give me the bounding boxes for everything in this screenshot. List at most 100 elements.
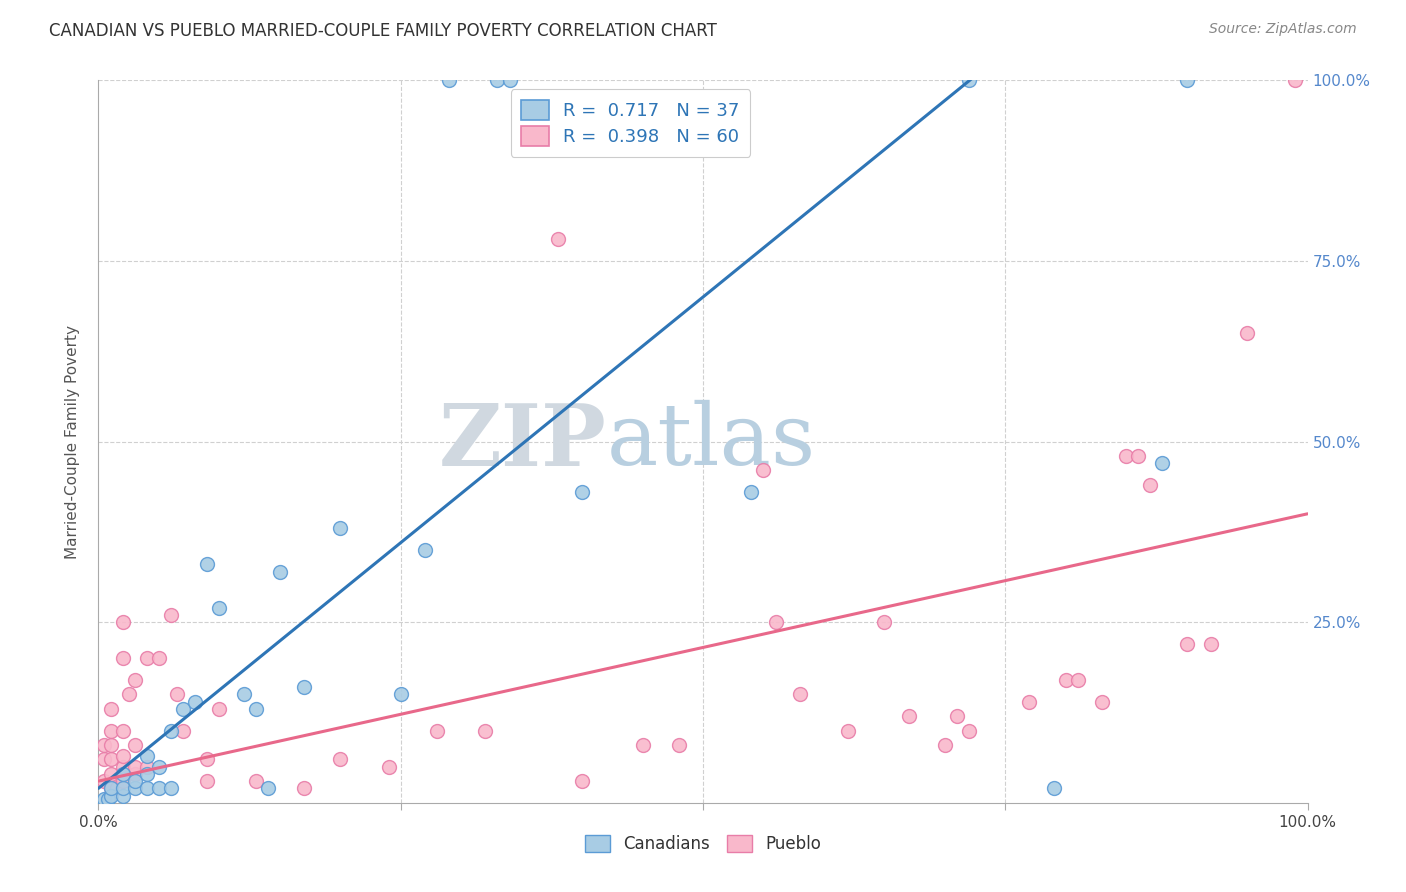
Point: [160, 607, 183, 622]
Point: [957, 723, 980, 738]
Text: Source: ZipAtlas.com: Source: ZipAtlas.com: [1209, 22, 1357, 37]
Point: [111, 789, 134, 803]
Point: [100, 781, 122, 796]
Point: [668, 738, 690, 752]
Point: [474, 723, 496, 738]
Point: [571, 774, 593, 789]
Point: [148, 651, 170, 665]
Point: [172, 723, 194, 738]
Point: [208, 600, 231, 615]
Point: [765, 615, 787, 630]
Point: [1115, 449, 1137, 463]
Point: [486, 73, 509, 87]
Point: [135, 760, 157, 774]
Point: [100, 723, 122, 738]
Point: [571, 485, 593, 500]
Point: [93, 738, 115, 752]
Point: [1284, 73, 1306, 87]
Point: [111, 651, 134, 665]
Point: [118, 687, 141, 701]
Point: [160, 723, 183, 738]
Point: [105, 781, 128, 796]
Point: [166, 687, 188, 701]
Point: [135, 651, 157, 665]
Point: [329, 752, 352, 766]
Point: [873, 615, 896, 630]
Point: [195, 558, 218, 572]
Point: [1152, 456, 1174, 470]
Point: [100, 781, 122, 796]
Point: [93, 774, 115, 789]
Point: [135, 748, 157, 763]
Point: [124, 767, 146, 781]
Point: [124, 738, 146, 752]
Point: [377, 760, 399, 774]
Point: [1067, 673, 1090, 687]
Point: [946, 709, 969, 723]
Point: [256, 781, 278, 796]
Point: [547, 232, 569, 246]
Point: [1175, 637, 1198, 651]
Point: [1128, 449, 1150, 463]
Point: [135, 781, 157, 796]
Point: [93, 792, 115, 806]
Point: [148, 781, 170, 796]
Point: [100, 767, 122, 781]
Point: [100, 738, 122, 752]
Point: [100, 752, 122, 766]
Point: [1175, 73, 1198, 87]
Point: [97, 792, 120, 806]
Point: [124, 781, 146, 796]
Point: [160, 781, 183, 796]
Legend: Canadians, Pueblo: Canadians, Pueblo: [578, 828, 828, 860]
Point: [111, 615, 134, 630]
Point: [93, 752, 115, 766]
Point: [426, 723, 449, 738]
Point: [1236, 326, 1258, 340]
Point: [1139, 478, 1161, 492]
Point: [389, 687, 412, 701]
Point: [232, 687, 254, 701]
Point: [269, 565, 291, 579]
Point: [195, 752, 218, 766]
Point: [498, 73, 520, 87]
Point: [208, 702, 231, 716]
Point: [631, 738, 654, 752]
Point: [957, 73, 980, 87]
Point: [752, 463, 775, 477]
Point: [111, 781, 134, 796]
Point: [1091, 695, 1114, 709]
Point: [135, 767, 157, 781]
Point: [100, 702, 122, 716]
Point: [1018, 695, 1040, 709]
Point: [172, 702, 194, 716]
Point: [195, 774, 218, 789]
Y-axis label: Married-Couple Family Poverty: Married-Couple Family Poverty: [65, 325, 80, 558]
Point: [184, 695, 207, 709]
Text: CANADIAN VS PUEBLO MARRIED-COUPLE FAMILY POVERTY CORRELATION CHART: CANADIAN VS PUEBLO MARRIED-COUPLE FAMILY…: [49, 22, 717, 40]
Point: [111, 760, 134, 774]
Point: [413, 542, 436, 557]
Point: [789, 687, 811, 701]
Point: [1199, 637, 1222, 651]
Point: [245, 702, 267, 716]
Point: [245, 774, 267, 789]
Point: [1054, 673, 1077, 687]
Point: [124, 760, 146, 774]
Point: [111, 748, 134, 763]
Point: [148, 760, 170, 774]
Point: [111, 723, 134, 738]
Point: [740, 485, 762, 500]
Point: [897, 709, 920, 723]
Point: [124, 774, 146, 789]
Text: ZIP: ZIP: [439, 400, 606, 483]
Point: [1042, 781, 1064, 796]
Point: [292, 680, 315, 694]
Point: [124, 673, 146, 687]
Point: [100, 789, 122, 803]
Point: [292, 781, 315, 796]
Point: [111, 774, 134, 789]
Text: atlas: atlas: [606, 400, 815, 483]
Point: [934, 738, 956, 752]
Point: [837, 723, 859, 738]
